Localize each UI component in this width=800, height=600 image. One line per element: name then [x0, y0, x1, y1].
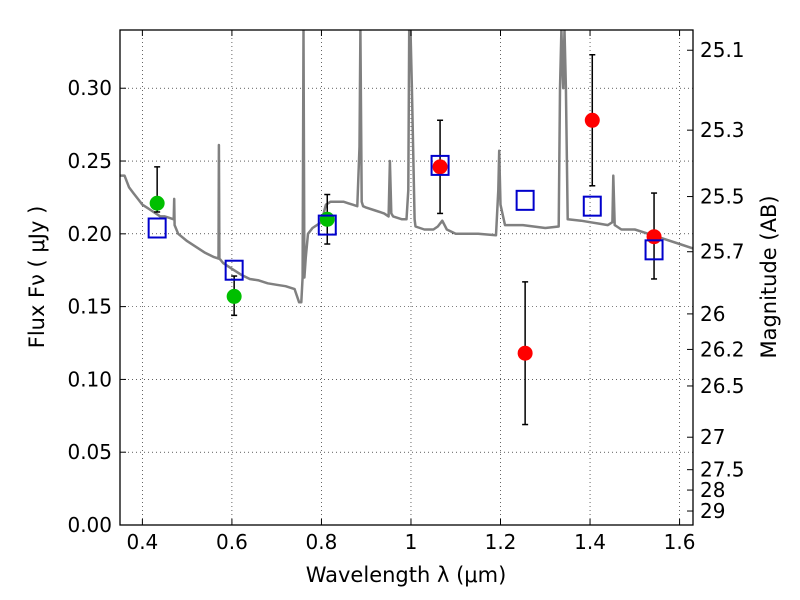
y2-tick-label: 28: [700, 478, 725, 502]
y2-tick-label: 25.7: [700, 240, 745, 264]
x-tick-label: 1: [405, 530, 418, 554]
y2-tick-label: 26.2: [700, 337, 745, 361]
x-tick-label: 0.4: [126, 530, 158, 554]
red-data-point: [584, 112, 600, 128]
y-tick-label: 0.30: [67, 76, 112, 100]
y-tick-label: 0.10: [67, 367, 112, 391]
model-magnitude-square: [317, 214, 337, 236]
model-magnitude-square: [224, 259, 244, 281]
y2-tick-label: 25.1: [700, 38, 745, 62]
plot-frame: [119, 29, 694, 526]
model-magnitude-square: [644, 239, 664, 261]
red-data-point: [432, 159, 448, 175]
y2-tick-label: 27.5: [700, 458, 745, 482]
x-tick-label: 1.6: [664, 530, 696, 554]
y2-axis-label: Magnitude (AB): [757, 195, 781, 358]
x-tick-label: 1.2: [485, 530, 517, 554]
red-data-point: [646, 229, 662, 245]
y2-tick-label: 26.5: [700, 374, 745, 398]
y-tick-label: 0.05: [67, 440, 112, 464]
x-axis-label: Wavelength λ (μm): [306, 563, 507, 587]
y-axis-label: Flux Fν ( μJy ): [25, 206, 49, 349]
axis-ticks: [120, 30, 693, 526]
green-data-point: [149, 195, 165, 211]
plot-area: [120, 30, 693, 426]
green-data-point: [319, 211, 335, 227]
x-tick-label: 0.6: [216, 530, 248, 554]
grid-lines: [120, 30, 693, 526]
y2-tick-label: 27: [700, 425, 725, 449]
y2-tick-label: 26: [700, 302, 725, 326]
y2-tick-label: 25.3: [700, 118, 745, 142]
tick-labels: 0.4 0.6 0.8 1 1.2 1.4 1.6 0.00 0.05 0.10 0.15 0.20 0…: [67, 38, 744, 554]
x-tick-label: 0.8: [306, 530, 338, 554]
y2-tick-label: 29: [700, 499, 725, 523]
y-tick-label: 0.25: [67, 149, 112, 173]
y-tick-label: 0.00: [67, 513, 112, 537]
model-spectrum-line: [120, 30, 693, 304]
red-data-point: [517, 345, 533, 361]
model-magnitude-square: [147, 217, 167, 239]
model-magnitude-square: [430, 154, 450, 176]
y2-tick-label: 25.5: [700, 185, 745, 209]
x-tick-label: 1.4: [574, 530, 606, 554]
green-data-point: [226, 288, 242, 304]
y-tick-label: 0.20: [67, 222, 112, 246]
y-tick-label: 0.15: [67, 295, 112, 319]
model-magnitude-square: [515, 189, 535, 211]
model-magnitude-square: [582, 195, 602, 217]
